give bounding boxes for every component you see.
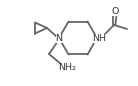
Text: O: O	[111, 7, 119, 15]
Text: NH₂: NH₂	[58, 63, 76, 72]
Text: N: N	[55, 34, 63, 42]
Text: NH: NH	[92, 34, 106, 42]
